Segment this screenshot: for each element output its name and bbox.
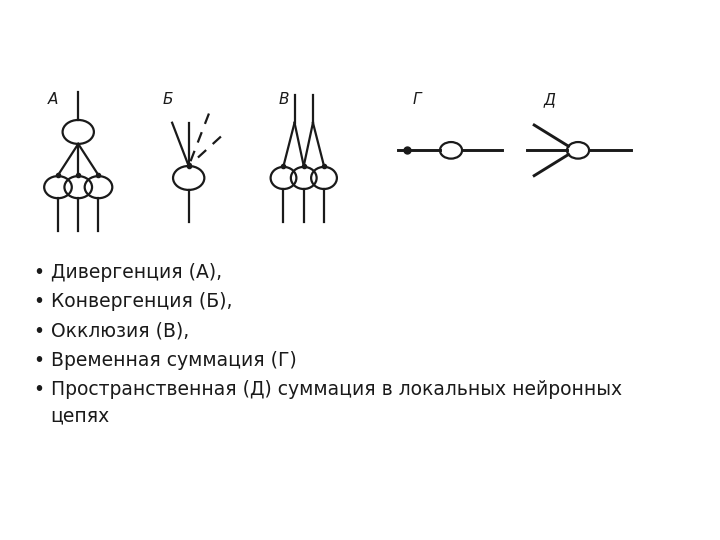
Text: Временная суммация (Г): Временная суммация (Г) [50,351,297,370]
Text: Г: Г [413,92,421,107]
Text: •: • [33,262,44,282]
Text: •: • [33,321,44,341]
Text: Конвергенция (Б),: Конвергенция (Б), [50,292,232,311]
Text: В: В [279,92,289,107]
Text: А: А [48,92,58,107]
Text: Б: Б [163,92,174,107]
Text: цепях: цепях [50,406,110,425]
Text: Окклюзия (В),: Окклюзия (В), [50,321,189,341]
Text: Дивергенция (А),: Дивергенция (А), [50,262,222,282]
Text: •: • [33,351,44,370]
Text: •: • [33,381,44,400]
Text: Д: Д [543,92,555,107]
Text: •: • [33,292,44,311]
Text: Пространственная (Д) суммация в локальных нейронных: Пространственная (Д) суммация в локальны… [50,381,622,400]
